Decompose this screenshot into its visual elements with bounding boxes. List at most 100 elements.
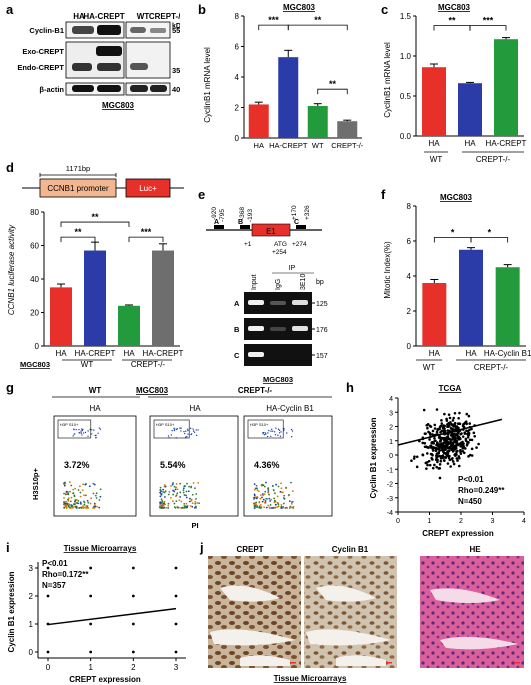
bar xyxy=(248,104,269,138)
panel-g-flow: WT MGC803 CREPT-/- HA HA HA-Cyclin B1 H3… xyxy=(31,386,333,530)
stat-line: Rho=0.249** xyxy=(458,486,505,495)
flow-event xyxy=(290,503,293,505)
scatter-point xyxy=(425,423,429,427)
cell-line-label: MGC803 xyxy=(102,101,135,110)
flow-event xyxy=(263,493,266,496)
flow-event xyxy=(76,501,79,504)
significance-label: ** xyxy=(329,79,337,89)
panel-c-chart: MGC803 CyclinB1 mRNA level 0.0 0.5 1.0 1.5 H… xyxy=(383,3,527,164)
scatter-point xyxy=(451,460,455,463)
flow-event xyxy=(279,435,282,437)
flow-event xyxy=(171,429,173,432)
scatter-point xyxy=(475,446,478,449)
scatter-point xyxy=(446,425,449,429)
scatter-point xyxy=(447,413,451,416)
scatter-point xyxy=(468,438,472,442)
scatter-point xyxy=(438,476,442,480)
flow-event xyxy=(163,501,166,503)
flow-event xyxy=(274,503,277,506)
flow-event xyxy=(273,497,276,500)
group-label: CREPT-/- xyxy=(131,360,166,369)
flow-event xyxy=(173,427,175,430)
flow-event xyxy=(192,428,194,430)
flow-event xyxy=(263,501,266,504)
flow-event xyxy=(95,497,98,499)
flow-event xyxy=(67,498,69,501)
flow-event xyxy=(81,429,84,432)
gel-row-label: A xyxy=(234,299,240,308)
flow-event xyxy=(278,429,281,432)
scatter-point xyxy=(459,432,463,436)
panel-a-western: HA HA-CREPT WT CREPT-/- kDa Cyclin-B1 Ex… xyxy=(17,12,180,110)
y-tick-label: 0 xyxy=(35,342,40,351)
flow-event xyxy=(271,428,273,430)
panel-f-chart: MGC803 Mitotic Index(%) WT CREPT-/- 0 2 4 6… xyxy=(383,193,531,372)
kda-marker: 35 xyxy=(172,66,180,75)
significance-bracket xyxy=(60,236,96,243)
panel-i-chart: Tissue Microarrays Cyclin B1 expression … xyxy=(7,544,186,684)
scatter-point xyxy=(449,421,452,424)
flow-event xyxy=(194,502,197,505)
y-tick-label: 60 xyxy=(30,242,39,251)
flow-event xyxy=(159,504,162,506)
scatter-point xyxy=(436,460,439,464)
scatter-point xyxy=(131,622,135,626)
scatter-point xyxy=(448,416,452,420)
scatter-point xyxy=(473,434,477,438)
flow-event xyxy=(63,484,66,487)
flow-event xyxy=(189,500,191,503)
flow-event xyxy=(80,503,83,505)
significance-label: *** xyxy=(483,16,494,26)
flow-event xyxy=(255,484,258,487)
flow-event xyxy=(83,494,85,496)
flow-event xyxy=(89,502,92,505)
flow-event xyxy=(254,487,257,490)
flow-event xyxy=(183,503,186,505)
flow-event xyxy=(98,427,100,429)
scatter-point xyxy=(452,462,456,466)
gate-box xyxy=(153,419,190,439)
panel-i-letter: i xyxy=(6,540,10,555)
flow-event xyxy=(99,488,102,491)
kda-label: kDa xyxy=(172,23,180,30)
x-tick-label: HA-CREPT xyxy=(75,349,116,358)
flow-event xyxy=(286,432,288,434)
y-tick-label: 0.0 xyxy=(400,132,412,141)
flow-event xyxy=(288,493,290,496)
flow-event xyxy=(84,431,87,434)
flow-event xyxy=(67,493,70,496)
flow-event xyxy=(192,482,195,484)
flow-event xyxy=(71,506,74,509)
y-tick-label: 40 xyxy=(30,275,39,284)
scatter-point xyxy=(442,459,446,462)
flow-event xyxy=(72,435,74,437)
scatter-point xyxy=(430,456,433,460)
flow-event xyxy=(75,507,78,509)
flow-event xyxy=(290,435,293,438)
scatter-point xyxy=(433,463,436,467)
flow-event xyxy=(67,504,70,507)
scatter-point xyxy=(426,426,429,430)
cell-line-label: MGC803 xyxy=(263,375,293,384)
panel-h-letter: h xyxy=(346,380,354,395)
flow-event xyxy=(188,497,191,500)
scatter-point xyxy=(421,441,425,445)
bar xyxy=(422,283,447,346)
panel-b-chart: MGC803 CyclinB1 mRNA level 0 2 4 6 8 HA HA-CRE… xyxy=(203,3,364,150)
y-tick-label: 2 xyxy=(29,592,34,601)
scatter-point xyxy=(46,650,50,654)
flow-event xyxy=(68,481,71,483)
flow-event xyxy=(196,434,198,437)
flow-event xyxy=(259,497,262,500)
bar xyxy=(84,250,106,346)
chart-title: MGC803 xyxy=(283,3,316,12)
y-tick-label: 2 xyxy=(407,307,412,316)
bar xyxy=(278,57,299,138)
flow-event xyxy=(63,501,65,504)
scatter-point xyxy=(445,436,448,439)
flow-event xyxy=(87,430,89,432)
scatter-point xyxy=(460,442,464,445)
flow-event xyxy=(184,506,187,509)
flow-event xyxy=(65,490,68,493)
scatter-point xyxy=(174,622,178,626)
